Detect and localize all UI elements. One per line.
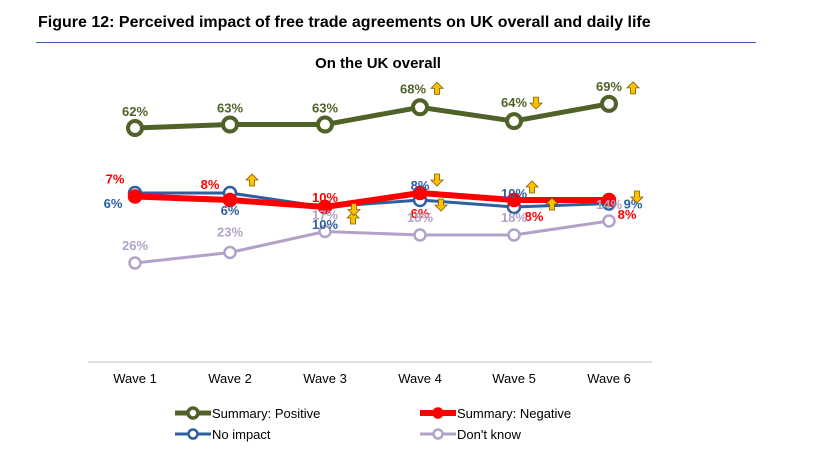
data-label-summary-negative-5: 8% [525,209,544,224]
series-line-no-impact [135,191,610,209]
data-label-no-impact-2: 6% [221,203,240,218]
arrow-up-icon [245,173,259,187]
point-don-t-know-3 [318,224,332,239]
data-label-don-t-know-1: 26% [122,238,148,253]
legend-label-summary-positive: Summary: Positive [212,406,320,421]
data-label-don-t-know-2: 23% [217,225,243,240]
point-summary-positive-4 [411,98,429,117]
data-label-summary-positive-3: 63% [312,101,338,116]
data-labels: 62% 63% 63%68%64%69%7% 8%10%6% 8% 8%6% 6%10%8%… [104,79,643,253]
x-tick-wave-3: Wave 3 [303,371,347,386]
point-summary-negative-2 [222,192,238,208]
point-summary-positive-2 [221,115,239,134]
point-summary-negative-3 [317,199,333,215]
data-label-don-t-know-6: 14% [596,197,622,212]
data-label-summary-positive-6: 69% [596,79,622,94]
chart-title: On the UK overall [315,55,441,72]
point-don-t-know-1 [128,256,142,270]
arrow-up-icon [626,81,640,95]
x-tick-wave-6: Wave 6 [587,371,631,386]
data-label-summary-negative-1: 7% [106,172,125,187]
arrow-down-icon [434,198,448,212]
data-label-summary-positive-1: 62% [122,104,148,119]
legend-marker-summary-positive [186,406,200,420]
series-lines [126,94,618,270]
x-tick-wave-4: Wave 4 [398,371,442,386]
point-summary-negative-6 [601,192,617,208]
point-summary-positive-6 [600,94,618,113]
data-label-no-impact-3: 10% [312,217,338,232]
point-summary-positive-1 [126,119,144,137]
arrow-up-icon [430,81,444,95]
data-label-don-t-know-4: 18% [407,210,433,225]
data-label-summary-negative-4: 6% [411,206,430,221]
point-don-t-know-4 [413,228,427,242]
figure-title: Figure 12: Perceived impact of free trad… [38,14,651,31]
point-summary-positive-5 [505,112,523,131]
data-label-no-impact-4: 8% [411,178,430,193]
data-label-summary-positive-2: 63% [217,101,243,116]
data-label-summary-negative-2: 8% [201,177,220,192]
arrow-up-icon [545,197,559,211]
point-don-t-know-6 [602,214,616,228]
arrow-down-icon [630,190,644,204]
arrow-down-icon [529,96,543,110]
series-line-don-t-know [134,219,610,265]
series-line-summary-negative [134,190,609,210]
legend-marker-don-t-know [432,428,444,440]
data-label-summary-negative-6: 8% [618,207,637,222]
point-don-t-know-2 [223,245,237,260]
data-label-no-impact-1: 6% [104,196,123,211]
legend-label-summary-negative: Summary: Negative [457,406,571,421]
x-tick-wave-2: Wave 2 [208,371,252,386]
point-summary-negative-4 [412,185,428,201]
point-don-t-know-5 [507,228,521,242]
x-tick-wave-1: Wave 1 [113,371,157,386]
data-label-summary-positive-4: 68% [400,81,426,96]
arrow-down-icon [347,203,361,217]
point-summary-negative-1 [127,189,143,204]
arrow-down-icon [430,173,444,187]
data-label-summary-negative-3: 10% [312,190,338,205]
legend: Summary: Positive Summary: Negative No imp… [175,406,571,442]
legend-marker-summary-negative [432,407,444,419]
data-label-summary-positive-5: 64% [501,95,527,110]
title-rule [36,42,756,43]
data-label-don-t-know-3: 17% [312,208,338,223]
point-summary-positive-3 [316,115,334,134]
data-label-no-impact-5: 10% [501,186,527,201]
legend-marker-no-impact [187,428,199,440]
series-line-summary-positive [134,101,610,131]
x-tick-wave-5: Wave 5 [492,371,536,386]
arrow-up-icon [346,211,360,225]
arrow-up-icon [525,180,539,194]
legend-label-no-impact: No impact [212,427,271,442]
point-summary-negative-5 [506,192,522,208]
data-label-don-t-know-5: 18% [501,210,527,225]
change-arrows [245,81,644,225]
x-axis-ticks: Wave 1 Wave 2 Wave 3 Wave 4 Wave 5 Wave 6 [113,371,631,386]
legend-label-don-t-know: Don't know [457,427,522,442]
